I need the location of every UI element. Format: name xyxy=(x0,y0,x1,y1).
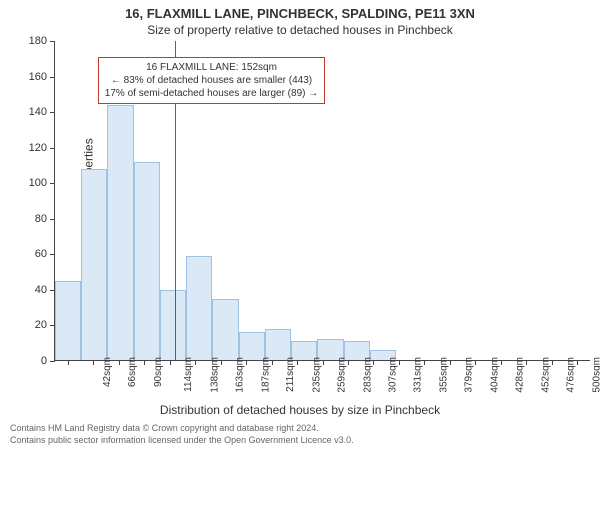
ytick-label: 40 xyxy=(17,284,47,296)
xtick-mark xyxy=(526,360,527,365)
title-subtitle: Size of property relative to detached ho… xyxy=(0,23,600,37)
xtick-mark xyxy=(297,360,298,365)
ytick-mark xyxy=(50,183,55,184)
xtick-label: 187sqm xyxy=(260,357,271,393)
xtick-label: 307sqm xyxy=(388,357,399,393)
ytick-mark xyxy=(50,148,55,149)
histogram-bar xyxy=(134,162,160,360)
xtick-label: 331sqm xyxy=(413,357,424,393)
xtick-mark xyxy=(475,360,476,365)
footer-line1: Contains HM Land Registry data © Crown c… xyxy=(10,423,590,435)
xtick-label: 114sqm xyxy=(183,357,194,392)
xtick-label: 476sqm xyxy=(566,357,577,393)
footer-line2: Contains public sector information licen… xyxy=(10,435,590,447)
xtick-label: 211sqm xyxy=(285,357,296,392)
x-axis-label: Distribution of detached houses by size … xyxy=(0,403,600,417)
histogram-bar xyxy=(186,256,212,360)
annotation-line2: ← 83% of detached houses are smaller (44… xyxy=(105,74,318,87)
xtick-label: 163sqm xyxy=(235,357,246,393)
chart-area: Number of detached properties 16 FLAXMIL… xyxy=(54,41,590,401)
xtick-mark xyxy=(450,360,451,365)
ytick-label: 100 xyxy=(17,177,47,189)
xtick-mark xyxy=(221,360,222,365)
xtick-mark xyxy=(119,360,120,365)
ytick-label: 0 xyxy=(17,355,47,367)
xtick-mark xyxy=(399,360,400,365)
xtick-label: 235sqm xyxy=(311,357,322,393)
histogram-bar xyxy=(160,290,186,360)
xtick-mark xyxy=(195,360,196,365)
ytick-label: 140 xyxy=(17,106,47,118)
xtick-mark xyxy=(323,360,324,365)
xtick-mark xyxy=(348,360,349,365)
xtick-mark xyxy=(577,360,578,365)
histogram-bar xyxy=(239,332,265,360)
xtick-mark xyxy=(501,360,502,365)
xtick-label: 404sqm xyxy=(489,357,500,393)
xtick-label: 355sqm xyxy=(439,357,450,393)
ytick-mark xyxy=(50,112,55,113)
ytick-label: 80 xyxy=(17,213,47,225)
histogram-bar xyxy=(55,281,81,360)
histogram-bar xyxy=(81,169,107,360)
xtick-mark xyxy=(272,360,273,365)
ytick-mark xyxy=(50,325,55,326)
xtick-mark xyxy=(68,360,69,365)
histogram-bar xyxy=(212,299,238,360)
plot-region: 16 FLAXMILL LANE: 152sqm ← 83% of detach… xyxy=(54,41,590,361)
annotation-line1: 16 FLAXMILL LANE: 152sqm xyxy=(105,61,318,74)
histogram-bar xyxy=(265,329,291,360)
ytick-mark xyxy=(50,254,55,255)
ytick-mark xyxy=(50,219,55,220)
ytick-label: 160 xyxy=(17,71,47,83)
ytick-label: 60 xyxy=(17,248,47,260)
ytick-label: 120 xyxy=(17,142,47,154)
xtick-mark xyxy=(424,360,425,365)
xtick-label: 283sqm xyxy=(362,357,373,393)
annotation-box: 16 FLAXMILL LANE: 152sqm ← 83% of detach… xyxy=(98,57,325,104)
histogram-bar xyxy=(107,105,133,360)
xtick-label: 90sqm xyxy=(153,357,164,387)
ytick-mark xyxy=(50,290,55,291)
xtick-label: 379sqm xyxy=(464,357,475,393)
xtick-mark xyxy=(170,360,171,365)
xtick-label: 452sqm xyxy=(540,357,551,393)
xtick-mark xyxy=(93,360,94,365)
xtick-mark xyxy=(246,360,247,365)
title-address: 16, FLAXMILL LANE, PINCHBECK, SPALDING, … xyxy=(0,6,600,21)
ytick-label: 20 xyxy=(17,319,47,331)
xtick-label: 259sqm xyxy=(337,357,348,393)
xtick-label: 42sqm xyxy=(102,357,113,387)
annotation-line3: 17% of semi-detached houses are larger (… xyxy=(105,87,318,100)
ytick-mark xyxy=(50,361,55,362)
xtick-mark xyxy=(144,360,145,365)
footer: Contains HM Land Registry data © Crown c… xyxy=(10,423,590,446)
xtick-label: 428sqm xyxy=(515,357,526,393)
xtick-mark xyxy=(552,360,553,365)
ytick-label: 180 xyxy=(17,35,47,47)
xtick-label: 500sqm xyxy=(591,357,600,393)
ytick-mark xyxy=(50,41,55,42)
ytick-mark xyxy=(50,77,55,78)
xtick-label: 138sqm xyxy=(209,357,220,393)
xtick-mark xyxy=(373,360,374,365)
xtick-label: 66sqm xyxy=(127,357,138,387)
